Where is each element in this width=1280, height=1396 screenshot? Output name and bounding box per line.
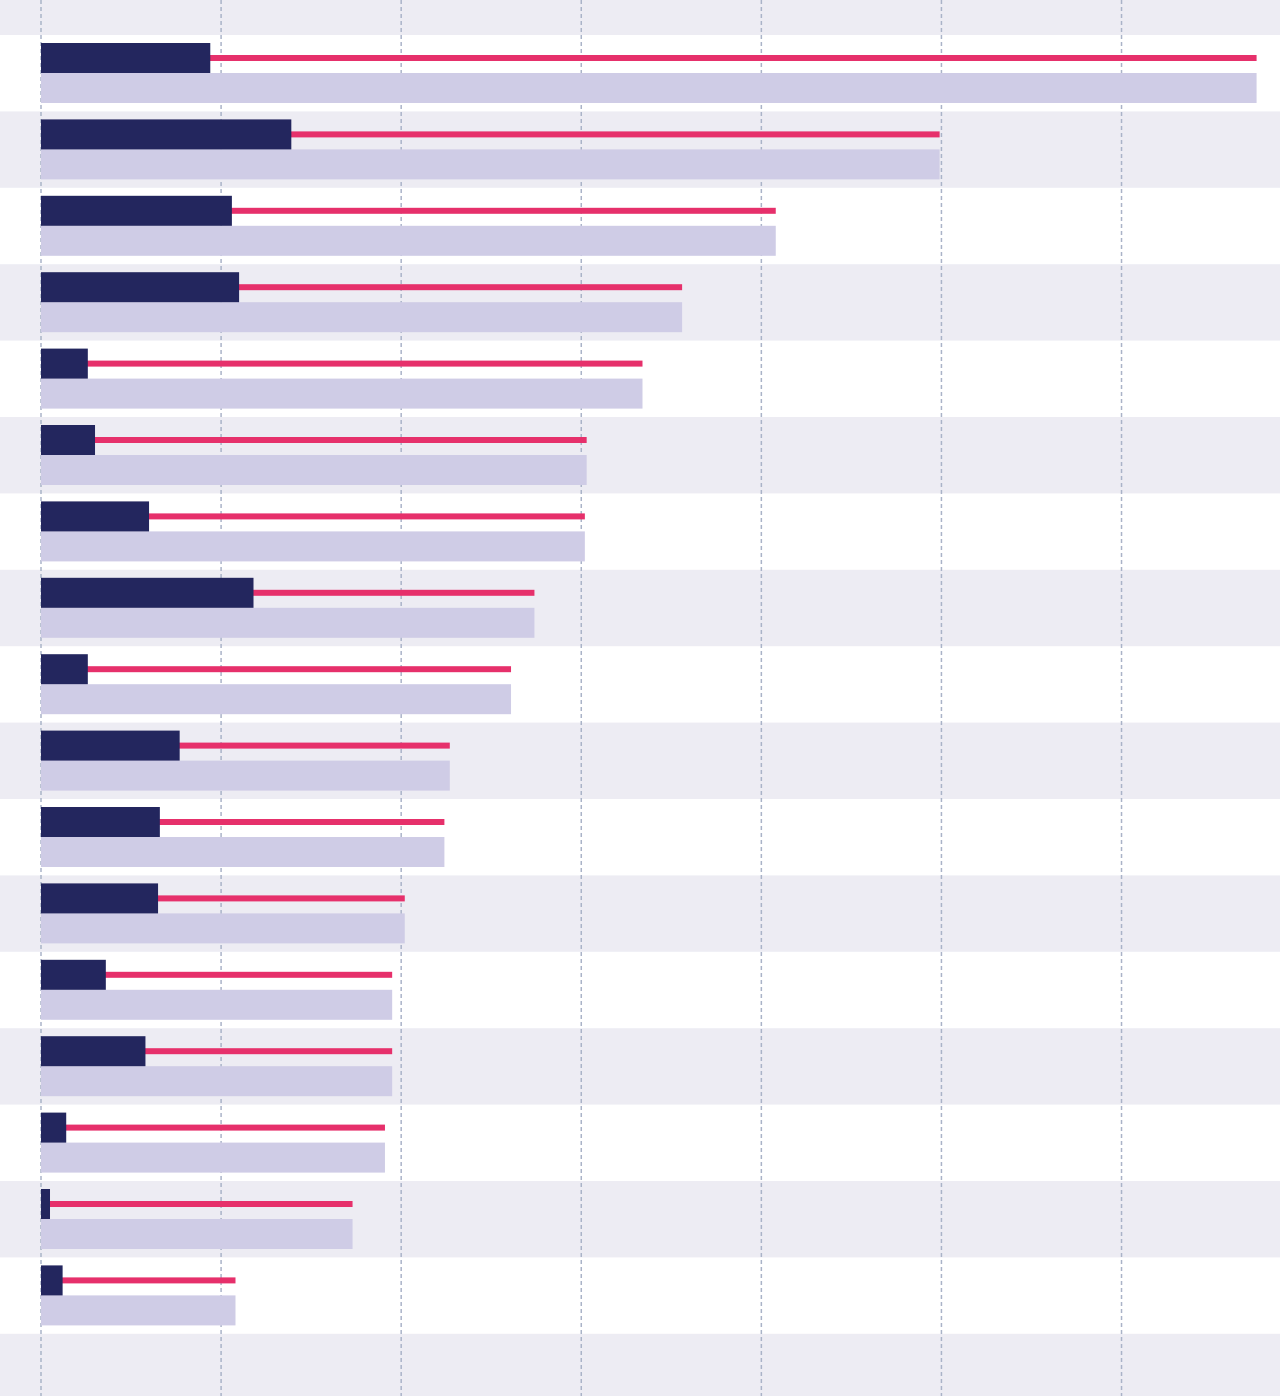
total-bar [41, 1142, 385, 1173]
part-bar [41, 730, 180, 761]
total-bar [41, 73, 1257, 103]
total-line [41, 284, 683, 291]
part-bar [41, 959, 106, 990]
total-bar [41, 455, 587, 485]
part-bar [41, 1112, 67, 1143]
part-bar [41, 348, 88, 379]
total-line [41, 513, 585, 520]
total-line [41, 1124, 385, 1131]
part-bar [41, 654, 88, 685]
total-line [41, 360, 643, 367]
total-bar [41, 760, 450, 791]
total-bar [41, 1219, 353, 1249]
part-bar [41, 1265, 63, 1296]
total-bar [41, 1066, 393, 1097]
part-bar [41, 501, 150, 532]
total-line [41, 1048, 393, 1055]
part-bar [41, 272, 240, 303]
part-bar [41, 119, 292, 150]
total-line [41, 819, 445, 825]
part-bar [41, 1036, 146, 1067]
total-bar [41, 1295, 236, 1326]
total-line [41, 971, 393, 978]
band [0, 0, 1280, 35]
total-line [41, 742, 450, 749]
part-bar [41, 577, 254, 608]
total-bar [41, 684, 512, 715]
part-bar [41, 425, 96, 455]
total-bar [41, 837, 445, 867]
total-line [41, 131, 940, 138]
total-line [41, 895, 405, 902]
band [0, 1333, 1280, 1396]
total-line [41, 207, 776, 214]
total-line [41, 589, 535, 596]
total-line [41, 55, 1257, 61]
part-bar [41, 43, 211, 73]
part-bar [41, 1189, 51, 1219]
total-bar [41, 149, 940, 180]
part-bar [41, 195, 232, 226]
total-bar [41, 302, 683, 333]
total-bar [41, 607, 535, 638]
part-bar [41, 807, 160, 837]
total-bar [41, 378, 643, 409]
total-line [41, 1201, 353, 1207]
part-bar [41, 883, 159, 914]
total-bar [41, 989, 393, 1020]
total-line [41, 1277, 236, 1284]
total-bar [41, 531, 585, 562]
total-bar [41, 225, 776, 256]
total-bar [41, 913, 405, 944]
total-line [41, 666, 512, 673]
total-line [41, 437, 587, 443]
